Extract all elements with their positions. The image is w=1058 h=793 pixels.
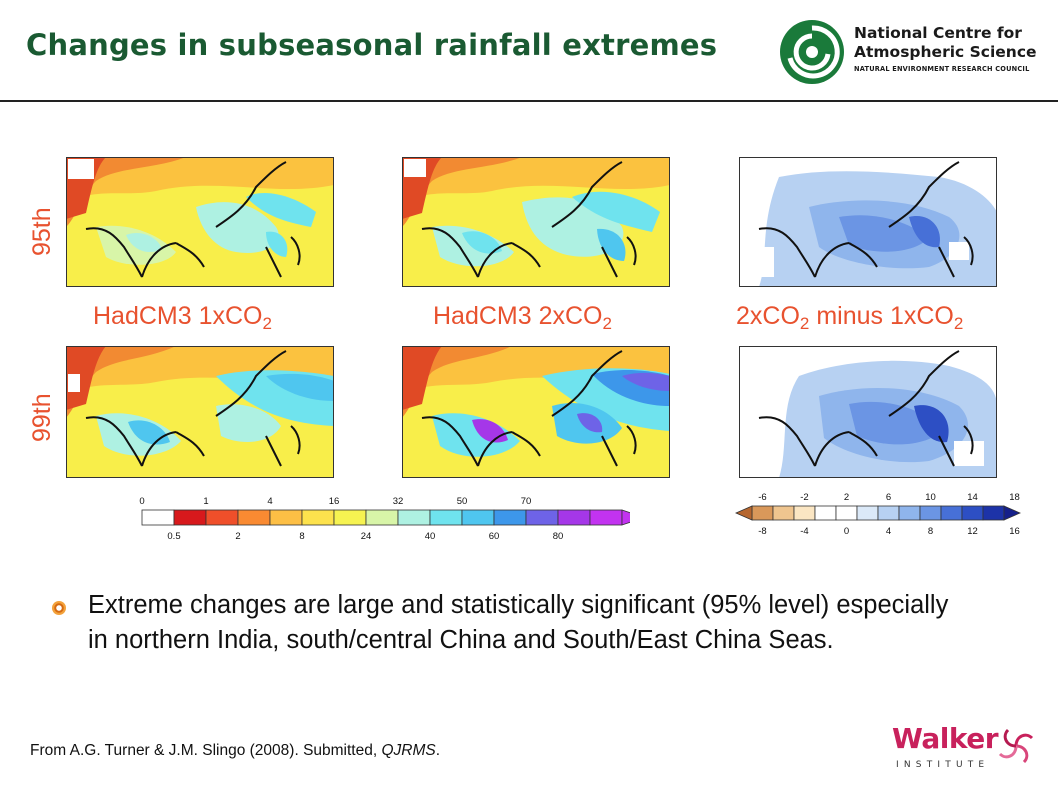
colorbar-tick-bottom: 60 xyxy=(489,531,500,542)
colorbar-cell xyxy=(173,509,207,526)
colorbar-arrow-left xyxy=(735,505,753,521)
walker-institute-logo: Walker INSTITUTE xyxy=(890,722,1040,777)
colorbar-cell xyxy=(493,509,527,526)
colorbar-arrow-right xyxy=(1003,505,1021,521)
colorbar-cell xyxy=(461,509,495,526)
colorbar-cell xyxy=(301,509,335,526)
page-title: Changes in subseasonal rainfall extremes xyxy=(26,28,718,62)
colorbar-tick-top: 6 xyxy=(886,492,891,503)
colorbar-arrow-right xyxy=(621,509,630,526)
colorbar-tick-bottom: 80 xyxy=(553,531,564,542)
column-label-2xco2: HadCM3 2xCO2 xyxy=(433,302,612,333)
colorbar-tick-bottom: 24 xyxy=(361,531,372,542)
colorbar-tick-bottom: 12 xyxy=(967,526,978,537)
colorbar-cell xyxy=(751,505,774,521)
map-99th-1xco2 xyxy=(66,346,334,478)
colorbar-cell xyxy=(919,505,942,521)
colorbar-cell xyxy=(898,505,921,521)
source-citation: From A.G. Turner & J.M. Slingo (2008). S… xyxy=(30,742,441,759)
row-label-95th: 95th xyxy=(28,207,56,256)
ncas-logo-line1: National Centre for xyxy=(854,24,1022,42)
colorbar-cell xyxy=(269,509,303,526)
colorbar-cell xyxy=(525,509,559,526)
colorbar-tick-top: -2 xyxy=(800,492,808,503)
colorbar-cell xyxy=(961,505,984,521)
colorbar-tick-top: 18 xyxy=(1009,492,1020,503)
colorbar-absolute: 0 1 4 16 32 50 70 0.5 2 8 24 40 60 80 xyxy=(139,496,630,542)
colorbar-cell xyxy=(856,505,879,521)
colorbar-cell xyxy=(772,505,795,521)
colorbar-tick-bottom: -4 xyxy=(800,526,808,537)
ncas-logo-line2: Atmospheric Science xyxy=(854,43,1037,61)
map-95th-difference xyxy=(739,157,997,287)
colorbar-cell xyxy=(835,505,858,521)
colorbar-tick-top: 1 xyxy=(203,496,208,507)
colorbar-tick-bottom: 4 xyxy=(886,526,891,537)
colorbar-cell xyxy=(397,509,431,526)
map-95th-1xco2 xyxy=(66,157,334,287)
walker-logo-word: Walker xyxy=(892,722,999,755)
map-99th-2xco2 xyxy=(402,346,670,478)
ncas-logo: National Centre for Atmospheric Science … xyxy=(778,18,1050,88)
colorbar-tick-bottom: 8 xyxy=(928,526,933,537)
colorbar-cell xyxy=(557,509,591,526)
map-99th-difference xyxy=(739,346,997,478)
colorbar-cell xyxy=(365,509,399,526)
colorbar-cell xyxy=(982,505,1005,521)
colorbar-tick-bottom: 8 xyxy=(299,531,304,542)
colorbar-tick-bottom: 0 xyxy=(844,526,849,537)
colorbar-cell xyxy=(589,509,623,526)
row-label-99th: 99th xyxy=(28,393,56,442)
colorbar-tick-top: 0 xyxy=(139,496,144,507)
colorbar-cell xyxy=(940,505,963,521)
ncas-emblem-icon xyxy=(780,20,844,84)
colorbar-cell xyxy=(429,509,463,526)
colorbar-tick-top: 14 xyxy=(967,492,978,503)
colorbar-tick-top: 70 xyxy=(521,496,532,507)
bullet-icon xyxy=(52,601,66,615)
colorbar-tick-top: 32 xyxy=(393,496,404,507)
ncas-logo-line3: NATURAL ENVIRONMENT RESEARCH COUNCIL xyxy=(854,65,1030,73)
colorbar-cell xyxy=(333,509,367,526)
colorbar-tick-top: 50 xyxy=(457,496,468,507)
colorbar-cell xyxy=(877,505,900,521)
walker-swirl-icon xyxy=(998,728,1034,764)
colorbar-tick-bottom: 0.5 xyxy=(167,531,180,542)
colorbar-cell xyxy=(205,509,239,526)
column-label-difference: 2xCO2 minus 1xCO2 xyxy=(736,302,964,333)
walker-logo-subtitle: INSTITUTE xyxy=(896,760,990,770)
colorbar-tick-top: 2 xyxy=(844,492,849,503)
colorbar-tick-top: 10 xyxy=(925,492,936,503)
colorbar-tick-bottom: -8 xyxy=(758,526,766,537)
column-label-1xco2: HadCM3 1xCO2 xyxy=(93,302,272,333)
bullet-text: Extreme changes are large and statistica… xyxy=(88,591,949,654)
header-divider xyxy=(0,100,1058,102)
colorbar-tick-top: 4 xyxy=(267,496,272,507)
colorbar-tick-top: 16 xyxy=(329,496,340,507)
colorbar-cell xyxy=(237,509,271,526)
colorbar-tick-bottom: 40 xyxy=(425,531,436,542)
colorbar-difference: -6 -2 2 6 10 14 18 -8 -4 0 4 8 12 16 xyxy=(735,492,1021,537)
colorbar-cell xyxy=(814,505,837,521)
colorbar-cell xyxy=(141,509,175,526)
colorbar-tick-top: -6 xyxy=(758,492,766,503)
map-95th-2xco2 xyxy=(402,157,670,287)
colorbar-tick-bottom: 2 xyxy=(235,531,240,542)
colorbar-cell xyxy=(793,505,816,521)
colorbar-tick-bottom: 16 xyxy=(1009,526,1020,537)
